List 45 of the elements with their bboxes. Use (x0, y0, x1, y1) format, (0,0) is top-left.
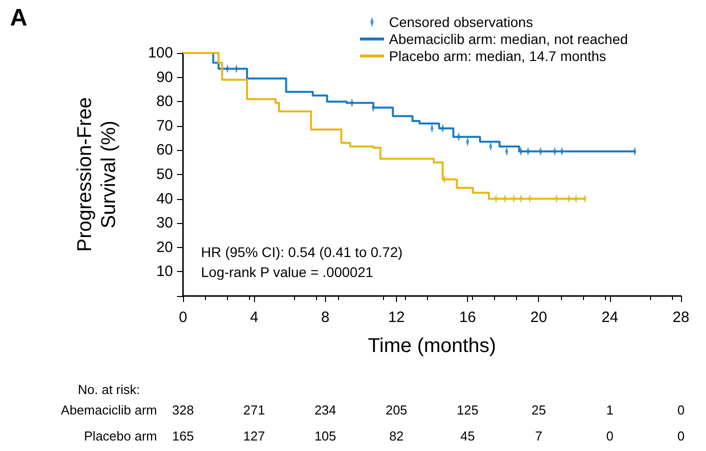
y-tick-label: 50 (156, 166, 173, 183)
x-axis-title: Time (months) (368, 335, 496, 357)
text: 0 (677, 428, 685, 444)
y-tick-label: 70 (156, 117, 173, 134)
text: 0 (677, 402, 685, 418)
text: 125 (456, 402, 478, 418)
x-tick-label: 20 (530, 309, 548, 326)
text: No. at risk: (78, 382, 140, 397)
y-tick-label: 20 (156, 238, 173, 256)
text: 328 (172, 402, 194, 418)
legend-label: Censored observations (389, 14, 533, 30)
x-tick-label: 16 (459, 309, 476, 326)
chart-title: A (10, 4, 28, 32)
y-tick-label: 90 (156, 68, 173, 86)
text: 25 (531, 402, 546, 418)
x-tick-label: 12 (388, 309, 405, 326)
annotation: HR (95% CI): 0.54 (0.41 to 0.72) (201, 244, 403, 260)
x-tick-label: 24 (602, 309, 618, 326)
text: Placebo arm (84, 428, 157, 444)
x-tick-label: 0 (178, 309, 188, 326)
text: 271 (243, 402, 265, 418)
x-tick-label: 28 (672, 309, 690, 326)
legend-label: Abemaciclib arm: median, not reached (389, 31, 628, 47)
y-axis-title: Progression-Free Survival (%) (74, 97, 120, 252)
text: 45 (460, 428, 475, 444)
text: Abemaciclib arm (60, 402, 157, 418)
text: 165 (172, 428, 194, 444)
text: 7 (535, 428, 542, 444)
y-tick-label: 40 (156, 190, 173, 208)
legend-label: Placebo arm: median, 14.7 months (389, 48, 606, 64)
text: 234 (314, 402, 336, 418)
annotation: Log-rank P value = .000021 (201, 264, 374, 280)
text: 105 (314, 428, 336, 444)
text: 0 (606, 428, 614, 444)
y-tick-label: 60 (156, 142, 173, 159)
text: 127 (243, 428, 265, 444)
text: 205 (386, 402, 408, 418)
y-tick-label: 80 (156, 93, 173, 110)
text: 1 (606, 402, 614, 418)
x-tick-label: 8 (321, 309, 330, 326)
y-tick-label: 100 (148, 44, 173, 62)
y-tick-label: 30 (156, 214, 173, 232)
x-tick-label: 4 (250, 309, 258, 326)
y-tick-label: 10 (156, 263, 173, 280)
text: 82 (389, 428, 404, 444)
